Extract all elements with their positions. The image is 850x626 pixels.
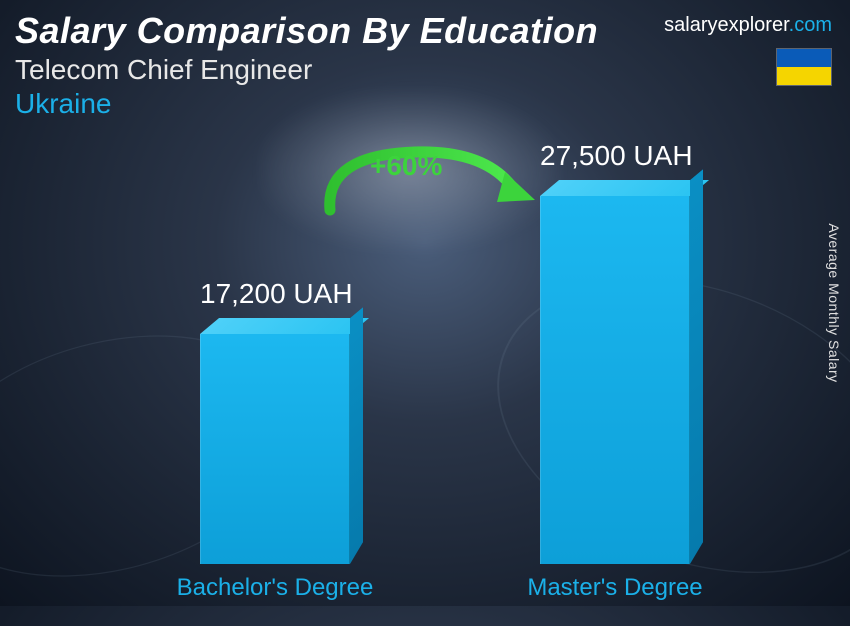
flag-stripe-bottom [777,67,831,85]
bar-top-face [200,318,369,334]
bar-shape [540,196,690,564]
bar-bachelor: 17,200 UAH Bachelor's Degree [200,334,350,564]
country-name: Ukraine [15,88,835,120]
brand-logo: salaryexplorer.com [664,14,832,37]
bar-shape [200,334,350,564]
bar-chart: 17,200 UAH Bachelor's Degree 27,500 UAH … [0,176,850,606]
bar-master: 27,500 UAH Master's Degree [540,196,690,564]
bar-value-label: 17,200 UAH [200,278,350,310]
bar-front-face [200,334,350,564]
bar-front-face [540,196,690,564]
country-flag-icon [776,48,832,86]
job-title: Telecom Chief Engineer [15,54,835,86]
bar-side-face [350,307,363,564]
bar-category-label: Master's Degree [495,574,735,602]
bar-value-label: 27,500 UAH [540,140,690,172]
bar-side-face [690,169,703,564]
brand-suffix: .com [789,14,832,36]
flag-stripe-top [777,49,831,67]
bar-top-face [540,180,709,196]
percentage-delta: +60% [370,150,442,182]
bar-category-label: Bachelor's Degree [155,574,395,602]
brand-name: salaryexplorer [664,14,789,36]
